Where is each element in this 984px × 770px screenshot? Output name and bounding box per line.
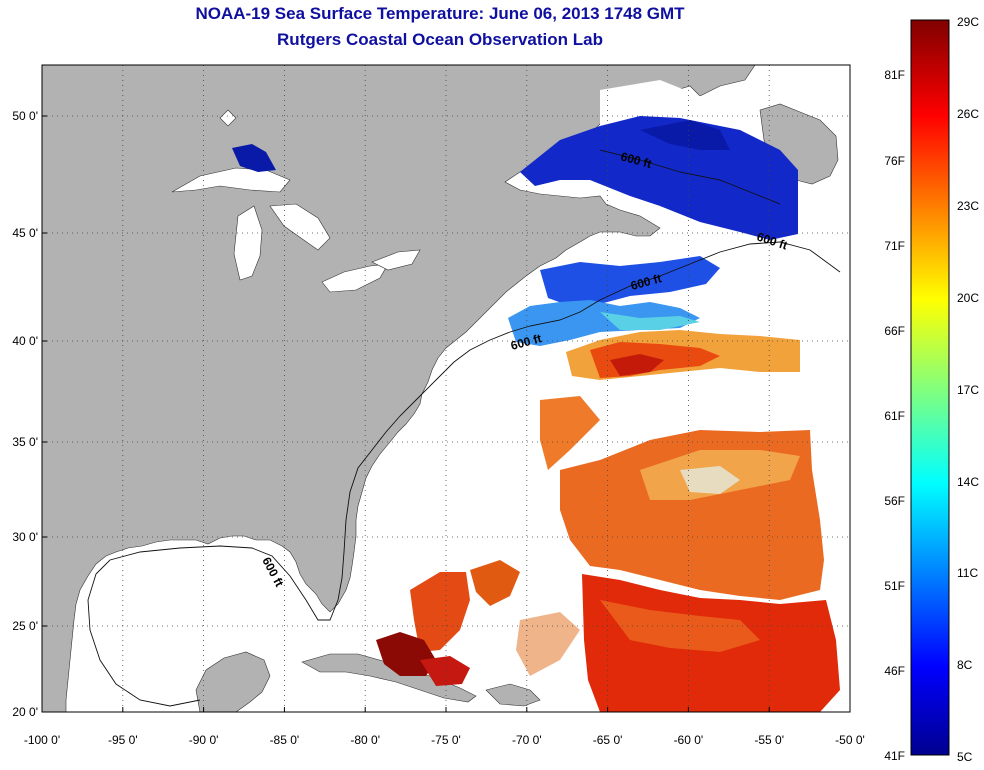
lon-tick-label: -55 0' — [754, 733, 784, 747]
lon-tick-label: -60 0' — [674, 733, 704, 747]
lat-tick-label: 45 0' — [12, 226, 38, 240]
colorbar-f-label: 41F — [884, 749, 905, 763]
lon-tick-label: -80 0' — [350, 733, 380, 747]
sst-cold-patches — [232, 116, 798, 346]
north-america-land — [42, 65, 756, 712]
lat-tick-label: 40 0' — [12, 334, 38, 348]
isobath-gulf-contour — [87, 573, 201, 707]
colorbar-f-label: 51F — [884, 579, 905, 593]
colorbar-c-label: 11C — [957, 566, 978, 580]
colorbar-f-label: 76F — [884, 154, 905, 168]
colorbar-c-label: 14C — [957, 475, 979, 489]
lon-tick-label: -90 0' — [189, 733, 219, 747]
colorbar-c-label: 5C — [957, 750, 973, 764]
colorbar-f-label: 81F — [884, 68, 905, 82]
map-title: NOAA-19 Sea Surface Temperature: June 06… — [195, 4, 685, 23]
colorbar-c-label: 29C — [957, 15, 979, 29]
map-subtitle: Rutgers Coastal Ocean Observation Lab — [277, 30, 603, 49]
colorbar-f-label: 46F — [884, 664, 905, 678]
lon-tick-label: -70 0' — [512, 733, 542, 747]
colorbar-c-label: 20C — [957, 291, 979, 305]
latitude-axis: 20 0' 25 0' 30 0' 35 0' 40 0' 45 0' 50 0' — [12, 109, 47, 719]
lat-tick-label: 25 0' — [12, 619, 38, 633]
lat-tick-label: 35 0' — [12, 435, 38, 449]
colorbar-c-label: 8C — [957, 658, 973, 672]
lon-tick-label: -100 0' — [24, 733, 60, 747]
sst-warm-patches — [376, 330, 840, 712]
colorbar-c-label: 17C — [957, 383, 979, 397]
lat-tick-label: 30 0' — [12, 530, 38, 544]
colorbar-c-label: 23C — [957, 199, 979, 213]
great-lakes — [171, 109, 421, 293]
lon-tick-label: -50 0' — [835, 733, 865, 747]
isobath-600ft-contour — [95, 241, 841, 621]
colorbar-f-label: 71F — [884, 239, 905, 253]
colorbar-f-label: 66F — [884, 324, 905, 338]
lat-tick-label: 20 0' — [12, 705, 38, 719]
colorbar-f-label: 56F — [884, 494, 905, 508]
longitude-axis: -100 0' -95 0' -90 0' -85 0' -80 0' -75 0' -70… — [24, 707, 865, 747]
colorbar-c-label: 26C — [957, 107, 979, 121]
lon-tick-label: -85 0' — [270, 733, 300, 747]
lon-tick-label: -95 0' — [108, 733, 138, 747]
colorbar-labels: 81F 76F 71F 66F 61F 56F 51F 46F 41F 29C 26C 23C 20C 1… — [884, 15, 979, 764]
yucatan-land — [195, 651, 271, 712]
isobath-north-contour — [599, 149, 781, 205]
cuba-land — [301, 653, 477, 703]
lon-tick-label: -65 0' — [593, 733, 623, 747]
lat-tick-label: 50 0' — [12, 109, 38, 123]
lon-tick-label: -75 0' — [431, 733, 461, 747]
colorbar — [910, 19, 950, 756]
colorbar-f-label: 61F — [884, 409, 905, 423]
